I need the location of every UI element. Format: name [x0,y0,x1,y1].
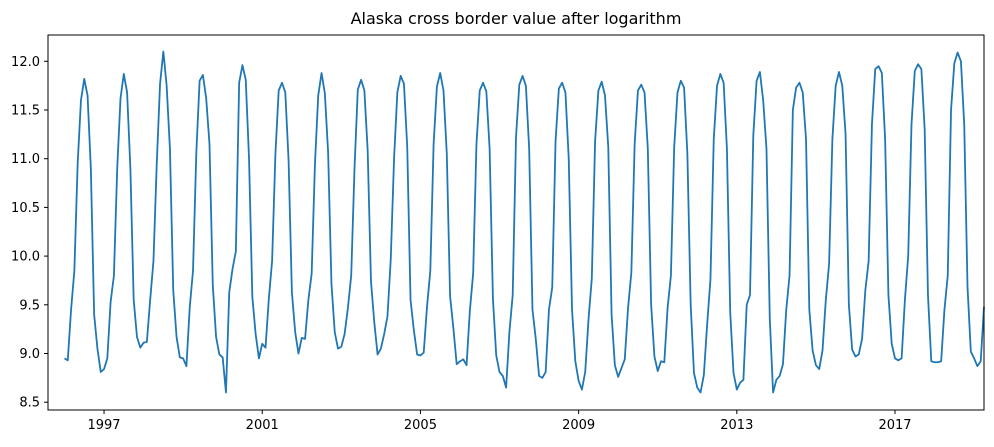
x-tick-label: 2005 [404,418,437,433]
chart-title: Alaska cross border value after logarith… [351,9,682,28]
x-axis: 1997 2001 2005 2009 2013 2017 [87,410,912,433]
x-tick-label: 1997 [87,418,120,433]
x-tick-label: 2013 [720,418,753,433]
y-tick-label: 11.5 [11,104,40,119]
plot-area [64,50,985,394]
plot-frame [47,34,985,411]
y-tick-label: 10.5 [11,201,40,216]
series-line-0 [64,50,985,394]
x-tick-label: 2017 [878,418,911,433]
y-tick-label: 12.0 [11,55,40,70]
y-tick-label: 11.0 [11,152,40,167]
y-tick-label: 9.0 [19,347,40,362]
x-tick-label: 2009 [562,418,595,433]
y-tick-label: 10.0 [11,250,40,265]
y-tick-label: 9.5 [19,298,40,313]
x-tick-label: 2001 [246,418,279,433]
y-axis: 8.5 9.0 9.5 10.0 10.5 11.0 11.5 12.0 [11,55,48,411]
y-tick-label: 8.5 [19,396,40,411]
